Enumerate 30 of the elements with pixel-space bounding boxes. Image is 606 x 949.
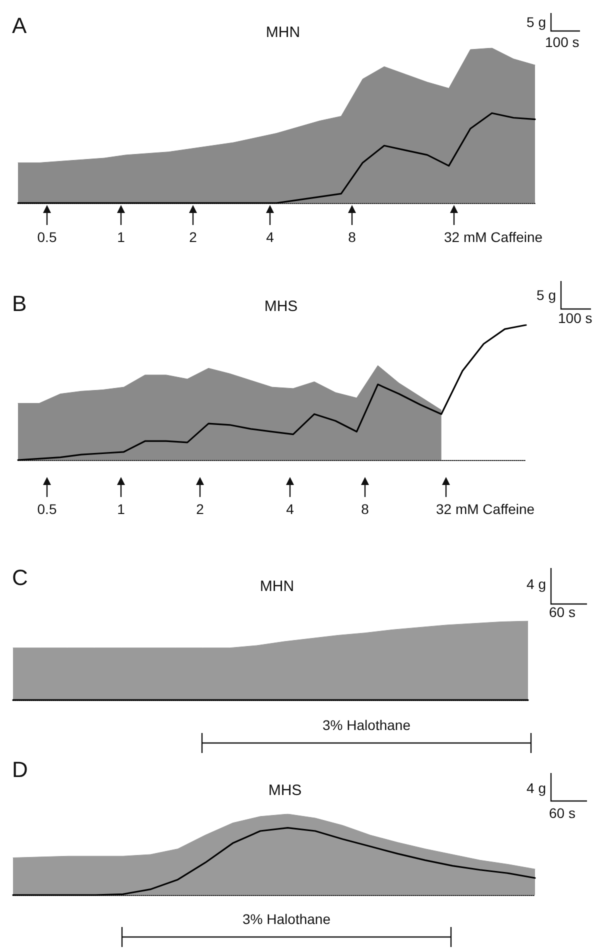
text: 1 bbox=[117, 229, 125, 245]
text: 5 g bbox=[536, 287, 556, 303]
text: 0.5 bbox=[37, 229, 57, 245]
text: 32 mM Caffeine bbox=[436, 501, 535, 517]
chart-title: MHN bbox=[260, 578, 294, 595]
text: 4 bbox=[286, 501, 294, 517]
text: 2 bbox=[189, 229, 197, 245]
text: 3% Halothane bbox=[242, 911, 330, 927]
text: 100 s bbox=[558, 310, 592, 326]
text: 8 bbox=[361, 501, 369, 517]
text: 4 g bbox=[526, 780, 546, 796]
text: D bbox=[12, 757, 28, 782]
text: C bbox=[12, 565, 28, 590]
text: 100 s bbox=[545, 34, 580, 50]
text: 2 bbox=[196, 501, 204, 517]
text: 4 g bbox=[526, 576, 546, 592]
text: A bbox=[12, 13, 27, 38]
text: 1 bbox=[117, 501, 125, 517]
text: B bbox=[12, 291, 27, 316]
text: 8 bbox=[348, 229, 356, 245]
text: 5 g bbox=[526, 14, 546, 30]
text: 3% Halothane bbox=[322, 717, 410, 733]
text: 4 bbox=[266, 229, 274, 245]
chart-title: MHS bbox=[268, 782, 302, 799]
text: 60 s bbox=[549, 604, 576, 620]
text: 32 mM Caffeine bbox=[444, 229, 543, 245]
chart-title: MHS bbox=[264, 298, 298, 315]
chart-title: MHN bbox=[266, 24, 300, 41]
text: 0.5 bbox=[37, 501, 57, 517]
text: 60 s bbox=[549, 805, 576, 821]
